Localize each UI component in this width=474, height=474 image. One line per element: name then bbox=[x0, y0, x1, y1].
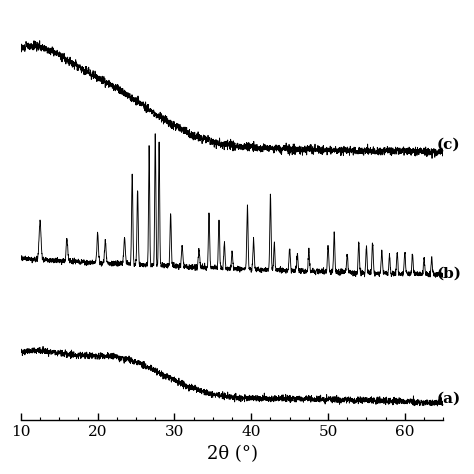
Text: (a): (a) bbox=[437, 391, 461, 405]
Text: (b): (b) bbox=[437, 266, 462, 281]
Text: (c): (c) bbox=[437, 137, 461, 152]
X-axis label: 2θ (°): 2θ (°) bbox=[207, 445, 257, 463]
